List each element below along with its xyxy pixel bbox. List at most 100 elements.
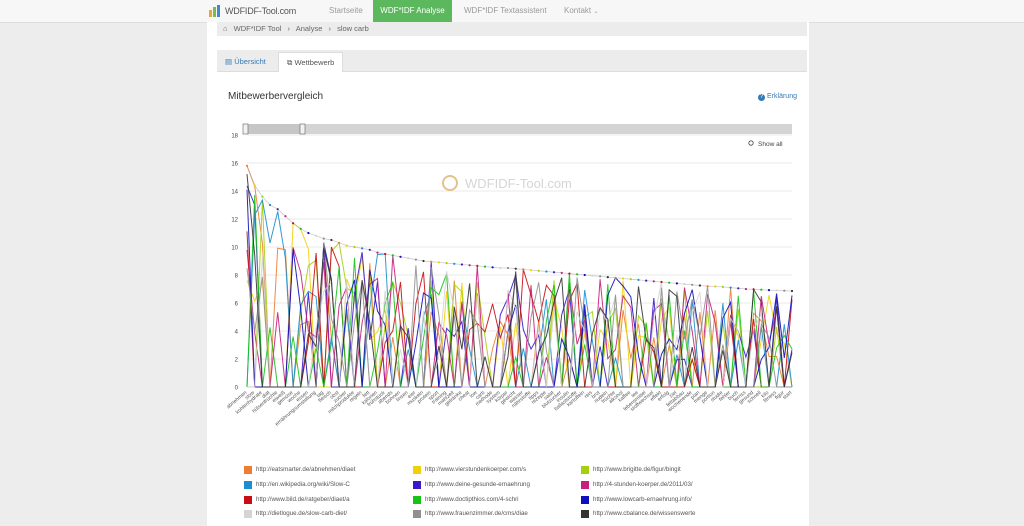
x-tick-label: eier bbox=[407, 390, 418, 400]
legend-label[interactable]: http://4-stunden-koerper.de/2011/03/ bbox=[593, 481, 693, 488]
legend-swatch[interactable] bbox=[581, 481, 589, 489]
y-tick-label: 12 bbox=[231, 218, 238, 224]
tab-bar: ▤ Übersicht ⧉ Wettbewerb bbox=[217, 50, 807, 72]
nav-textassistent[interactable]: WDF*IDF Textassistent bbox=[464, 6, 547, 15]
data-point bbox=[783, 289, 786, 292]
data-point bbox=[338, 241, 341, 244]
legend-label[interactable]: http://www.cbalance.de/wissenswerte bbox=[593, 510, 696, 517]
x-tick-label: buch bbox=[727, 390, 740, 402]
data-point bbox=[767, 289, 771, 292]
legend-label[interactable]: http://www.deine-gesunde-ernaehrung bbox=[425, 481, 530, 488]
legend-swatch[interactable] bbox=[244, 466, 252, 474]
legend-swatch[interactable] bbox=[581, 510, 589, 518]
legend-label[interactable]: http://en.wikipedia.org/wiki/Slow-C bbox=[256, 481, 350, 488]
x-tick-label: slow bbox=[244, 390, 256, 401]
tab-wettbewerb-label: Wettbewerb bbox=[294, 58, 335, 67]
x-tick-label: fett bbox=[362, 390, 372, 400]
data-point bbox=[445, 262, 448, 265]
watermark-text: WDFIDF-Tool.com bbox=[465, 176, 572, 191]
data-point bbox=[645, 279, 648, 282]
legend-label[interactable]: http://dietlogue.de/slow-carb-diet/ bbox=[256, 510, 348, 517]
y-tick-label: 6 bbox=[235, 302, 239, 308]
legend-swatch[interactable] bbox=[581, 466, 589, 474]
legend-label[interactable]: http://www.lowcarb-ernaehrung.info/ bbox=[593, 496, 692, 503]
help-label: Erklärung bbox=[767, 93, 797, 100]
data-point bbox=[407, 257, 410, 260]
site-logo[interactable]: WDFIDF-Tool.com bbox=[208, 3, 296, 19]
nav-wdfidf-analyse[interactable]: WDF*IDF Analyse bbox=[373, 0, 452, 22]
data-point bbox=[760, 288, 763, 291]
nav-startseite[interactable]: Startseite bbox=[329, 6, 363, 15]
data-point bbox=[315, 234, 318, 237]
legend-swatch[interactable] bbox=[244, 481, 252, 489]
legend-label[interactable]: http://www.doctipthios.com/4-schri bbox=[425, 496, 519, 503]
x-tick-label: diät bbox=[261, 390, 272, 400]
data-point bbox=[268, 203, 272, 207]
legend-label[interactable]: http://www.vierstundenkoerper.com/s bbox=[425, 466, 527, 473]
data-point bbox=[292, 222, 295, 225]
data-point bbox=[514, 267, 517, 270]
data-point bbox=[529, 269, 533, 272]
data-point bbox=[706, 285, 709, 288]
legend-swatch[interactable] bbox=[413, 510, 421, 518]
data-point bbox=[660, 280, 663, 284]
data-point bbox=[284, 215, 287, 218]
copy-icon: ⧉ bbox=[287, 58, 293, 67]
data-point bbox=[737, 287, 740, 290]
data-point bbox=[560, 271, 563, 274]
data-point bbox=[599, 275, 602, 278]
logo-icon bbox=[209, 5, 220, 17]
y-tick-label: 16 bbox=[231, 162, 238, 168]
x-tick-label: reis bbox=[583, 390, 594, 400]
legend-label[interactable]: http://www.brigitte.de/figur/bingit bbox=[593, 466, 681, 473]
data-point bbox=[714, 285, 717, 288]
legend-swatch[interactable] bbox=[581, 496, 589, 504]
tab-uebersicht-label: Übersicht bbox=[234, 57, 266, 66]
breadcrumb-item[interactable]: Analyse bbox=[295, 24, 323, 33]
y-tick-label: 4 bbox=[235, 330, 239, 336]
data-point bbox=[537, 269, 540, 272]
legend-label[interactable]: http://www.bild.de/ratgeber/diaet/a bbox=[256, 496, 350, 503]
help-link[interactable]: ? Erklärung bbox=[758, 93, 797, 101]
data-point bbox=[307, 231, 310, 235]
data-point bbox=[668, 281, 671, 284]
data-point bbox=[591, 274, 594, 277]
legend-swatch[interactable] bbox=[413, 466, 421, 474]
data-point bbox=[583, 273, 586, 277]
legend-label[interactable]: http://eatsmarter.de/abnehmen/diaet bbox=[256, 466, 356, 473]
legend-label[interactable]: http://www.frauenzimmer.de/cms/diae bbox=[425, 510, 528, 517]
watermark-icon bbox=[442, 175, 458, 191]
breadcrumb-separator: › bbox=[328, 24, 331, 33]
data-point bbox=[414, 258, 417, 261]
data-point bbox=[491, 266, 494, 269]
tab-uebersicht[interactable]: ▤ Übersicht bbox=[217, 52, 274, 71]
breadcrumb-separator: › bbox=[287, 24, 291, 33]
legend-swatch[interactable] bbox=[244, 510, 252, 518]
chevron-down-icon: ⌄ bbox=[593, 9, 599, 15]
legend-swatch[interactable] bbox=[413, 481, 421, 489]
range-slider-handle bbox=[299, 123, 306, 135]
data-point bbox=[437, 261, 440, 264]
data-point bbox=[422, 259, 425, 263]
data-point bbox=[698, 284, 702, 287]
data-point bbox=[468, 264, 471, 267]
show-all-button[interactable]: Show all bbox=[758, 141, 783, 148]
x-tick-label: obst bbox=[329, 390, 341, 401]
data-point bbox=[675, 282, 679, 285]
data-point bbox=[453, 262, 456, 265]
data-point bbox=[545, 270, 548, 273]
data-point bbox=[622, 277, 625, 280]
data-point bbox=[361, 247, 364, 250]
data-point bbox=[384, 252, 387, 256]
data-point bbox=[299, 227, 302, 230]
legend-swatch[interactable] bbox=[413, 496, 421, 504]
x-tick-label: salat bbox=[543, 390, 556, 402]
data-point bbox=[483, 265, 487, 268]
breadcrumb-item[interactable]: WDF*IDF Tool bbox=[233, 24, 282, 33]
data-point bbox=[522, 268, 525, 271]
panel-title: Mitbewerbervergleich bbox=[228, 91, 324, 102]
legend-swatch[interactable] bbox=[244, 496, 252, 504]
tab-wettbewerb[interactable]: ⧉ Wettbewerb bbox=[278, 52, 344, 72]
nav-kontakt[interactable]: Kontakt ⌄ bbox=[564, 0, 598, 22]
